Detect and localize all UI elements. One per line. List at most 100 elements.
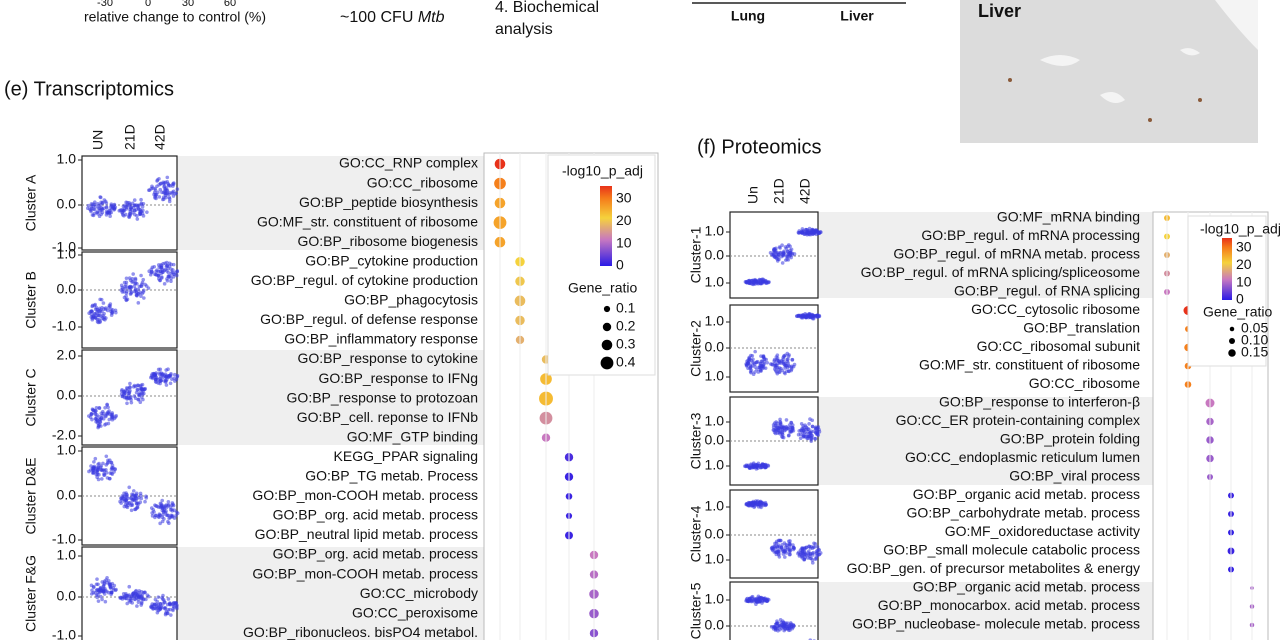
distribution-point	[802, 558, 806, 562]
distribution-point	[785, 543, 789, 548]
distribution-point	[125, 505, 130, 510]
distribution-point	[120, 287, 125, 291]
distribution-point	[160, 275, 164, 279]
distribution-point	[100, 477, 104, 481]
distribution-point	[124, 207, 129, 211]
distribution-point	[789, 420, 793, 425]
distribution-point	[130, 503, 135, 507]
plot-frame	[81, 251, 178, 349]
y-tick-label: 0.0	[57, 281, 77, 297]
distribution-point	[771, 423, 776, 427]
image-label: Liver	[978, 1, 1021, 21]
distribution-point	[759, 363, 764, 368]
band	[818, 582, 1153, 640]
distribution-point	[154, 607, 159, 611]
column-header: UN	[90, 130, 106, 150]
distribution-point	[152, 192, 156, 197]
legend-dot	[1229, 326, 1235, 332]
distribution-point	[128, 396, 132, 401]
legend-title: -log10_p_adj	[562, 163, 643, 179]
dot-frame	[483, 152, 659, 640]
cluster-label: Cluster-1	[688, 226, 704, 283]
distribution-point	[160, 519, 165, 524]
distribution-point	[98, 195, 102, 199]
distribution-point	[93, 302, 98, 307]
distribution-point	[781, 549, 785, 553]
distribution-point	[94, 405, 99, 410]
distribution-point	[775, 259, 780, 263]
distribution-point	[124, 298, 129, 303]
distribution-point	[128, 381, 132, 386]
distribution-point	[137, 397, 141, 402]
term-label: GO:BP_regul. of defense response	[260, 311, 478, 327]
distribution-point	[165, 279, 170, 283]
distribution-point	[778, 618, 783, 622]
distribution-point	[166, 502, 171, 507]
distribution-point	[808, 431, 812, 435]
distribution-point	[123, 284, 128, 289]
distribution-point	[142, 387, 147, 392]
distribution-point	[139, 600, 144, 604]
distribution-point	[157, 195, 162, 199]
plot-frame	[729, 211, 819, 299]
distribution-point	[750, 503, 755, 507]
distribution-point	[141, 277, 146, 282]
y-tick-label: 0.0	[57, 487, 77, 503]
distribution-point	[786, 354, 791, 359]
distribution-point	[754, 499, 758, 503]
distribution-point	[775, 353, 780, 358]
distribution-point	[103, 587, 107, 591]
cluster-label: Cluster D&E	[23, 457, 39, 534]
y-tick-label: 1.0	[57, 547, 77, 563]
distribution-point	[129, 508, 134, 513]
distribution-point	[774, 424, 779, 428]
distribution-point	[153, 503, 157, 507]
distribution-point	[756, 594, 761, 599]
term-label: GO:BP_peptide biosynthesis	[299, 194, 478, 210]
distribution-point	[128, 388, 132, 393]
distribution-point	[810, 551, 815, 556]
term-label: GO:CC_microbody	[360, 585, 478, 601]
distribution-point	[173, 270, 178, 275]
distribution-point	[91, 470, 96, 475]
plot-frame	[729, 581, 819, 640]
term-label: GO:CC_RNP complex	[339, 155, 478, 171]
y-tick-label: 0.0	[705, 526, 725, 542]
distribution-point	[166, 181, 170, 186]
distribution-point	[154, 513, 158, 518]
distribution-point	[138, 593, 142, 597]
term-label: GO:CC_ER protein-containing complex	[896, 412, 1140, 428]
distribution-point	[772, 364, 777, 368]
distribution-point	[778, 246, 782, 250]
distribution-point	[124, 276, 129, 281]
distribution-point	[813, 436, 817, 441]
infection-label: ~100 CFU Mtb	[340, 9, 445, 26]
distribution-point	[119, 283, 124, 288]
y-tick-label: 0.0	[57, 196, 77, 212]
distribution-point	[810, 546, 815, 551]
band	[177, 350, 484, 445]
distribution-point	[164, 192, 168, 196]
distribution-point	[791, 543, 795, 547]
distribution-point	[161, 593, 165, 598]
legend-tick-label: 30	[1236, 239, 1252, 255]
distribution-point	[162, 600, 167, 604]
distribution-point	[751, 281, 756, 286]
distribution-point	[139, 197, 143, 202]
step-label: 4. Biochemical	[495, 0, 599, 16]
distribution-point	[790, 364, 794, 369]
legend-dot	[1229, 338, 1235, 344]
y-tick-label: 1.0	[705, 498, 725, 514]
distribution-point	[170, 501, 175, 505]
distribution-point	[754, 602, 758, 607]
distribution-point	[139, 284, 143, 288]
term-label: GO:BP_TG metab. Process	[305, 468, 478, 484]
legend-tick-label: 0.1	[616, 300, 636, 316]
distribution-point	[175, 273, 179, 278]
distribution-point	[167, 261, 172, 266]
distribution-point	[155, 184, 159, 189]
cluster-label: Cluster-3	[688, 412, 704, 469]
distribution-point	[95, 577, 99, 581]
y-tick-label: -1.0	[52, 531, 76, 547]
category-label: Liver	[840, 8, 874, 24]
